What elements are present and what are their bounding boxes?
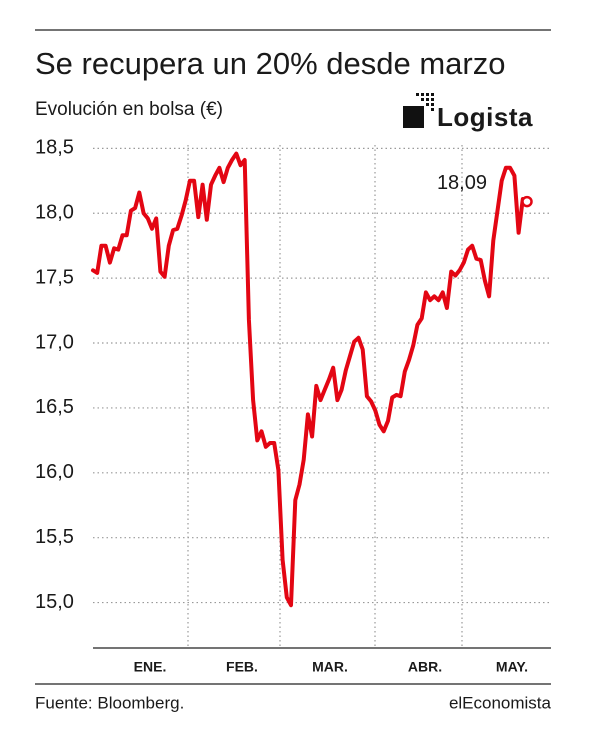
- x-tick-label: MAY.: [496, 659, 528, 675]
- y-tick-label: 16,5: [35, 396, 74, 418]
- y-tick-label: 18,0: [35, 202, 74, 224]
- x-tick-label: ABR.: [408, 659, 442, 675]
- x-tick-label: FEB.: [226, 659, 258, 675]
- last-point: [521, 195, 533, 208]
- chart-title: Se recupera un 20% desde marzo: [35, 46, 505, 81]
- x-tick-label: MAR.: [312, 659, 348, 675]
- y-tick-label: 17,0: [35, 331, 74, 353]
- x-tick-label: ENE.: [134, 659, 167, 675]
- y-tick-label: 18,5: [35, 137, 74, 159]
- y-tick-label: 17,5: [35, 266, 74, 288]
- y-tick-label: 16,0: [35, 461, 74, 483]
- last-value-label: 18,09: [437, 172, 487, 194]
- price-line: [91, 151, 529, 608]
- source: Fuente: Bloomberg.: [35, 693, 184, 712]
- y-tick-label: 15,5: [35, 526, 74, 548]
- logo-square: [403, 106, 424, 128]
- publisher: elEconomista: [449, 693, 552, 712]
- logo-dots: [416, 93, 434, 111]
- brand-name: Logista: [437, 102, 533, 132]
- brand-logo: Logista: [403, 93, 533, 132]
- y-tick-label: 15,0: [35, 591, 74, 613]
- chart-subtitle: Evolución en bolsa (€): [35, 99, 223, 120]
